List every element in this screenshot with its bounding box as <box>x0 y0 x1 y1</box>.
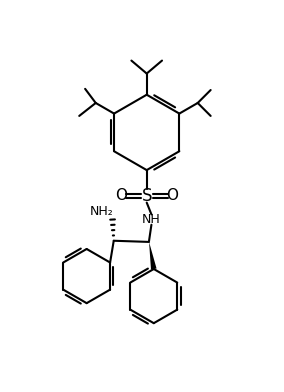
Text: S: S <box>141 187 152 205</box>
Text: O: O <box>115 189 127 203</box>
Text: O: O <box>167 189 179 203</box>
Polygon shape <box>149 242 156 269</box>
Text: NH₂: NH₂ <box>90 205 114 218</box>
Text: NH: NH <box>142 213 161 226</box>
